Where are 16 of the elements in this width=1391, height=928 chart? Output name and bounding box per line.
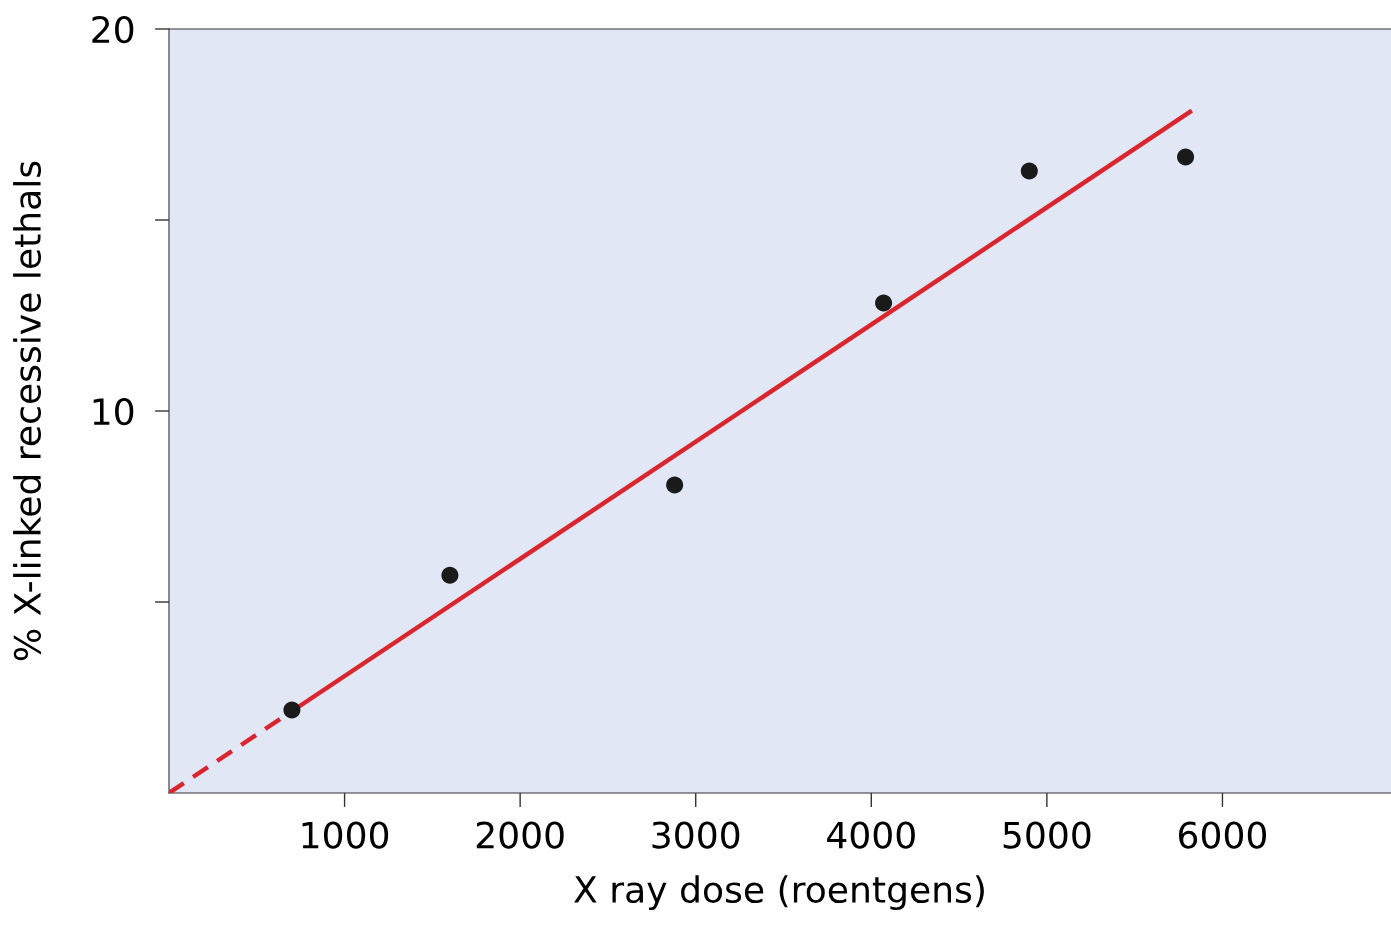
x-tick-label: 1000 [302, 821, 389, 849]
x-tick-label: 3000 [652, 821, 740, 849]
point [875, 294, 893, 312]
y-axis-title: % X-linked recessive lethals [13, 161, 42, 661]
x-axis-title: X ray dose (roentgens) [574, 875, 984, 911]
x-tick-label: 6000 [1179, 821, 1266, 849]
x-tick-label: 5000 [1003, 821, 1091, 849]
point [1177, 148, 1195, 166]
point [666, 476, 684, 494]
point [283, 701, 301, 719]
point [1020, 162, 1038, 180]
x-tick-label: 4000 [827, 821, 915, 849]
x-tick-label: 2000 [476, 821, 564, 849]
y-tick-label: 10 [93, 397, 134, 426]
y-tick-label: 20 [92, 15, 134, 44]
point [441, 566, 459, 584]
